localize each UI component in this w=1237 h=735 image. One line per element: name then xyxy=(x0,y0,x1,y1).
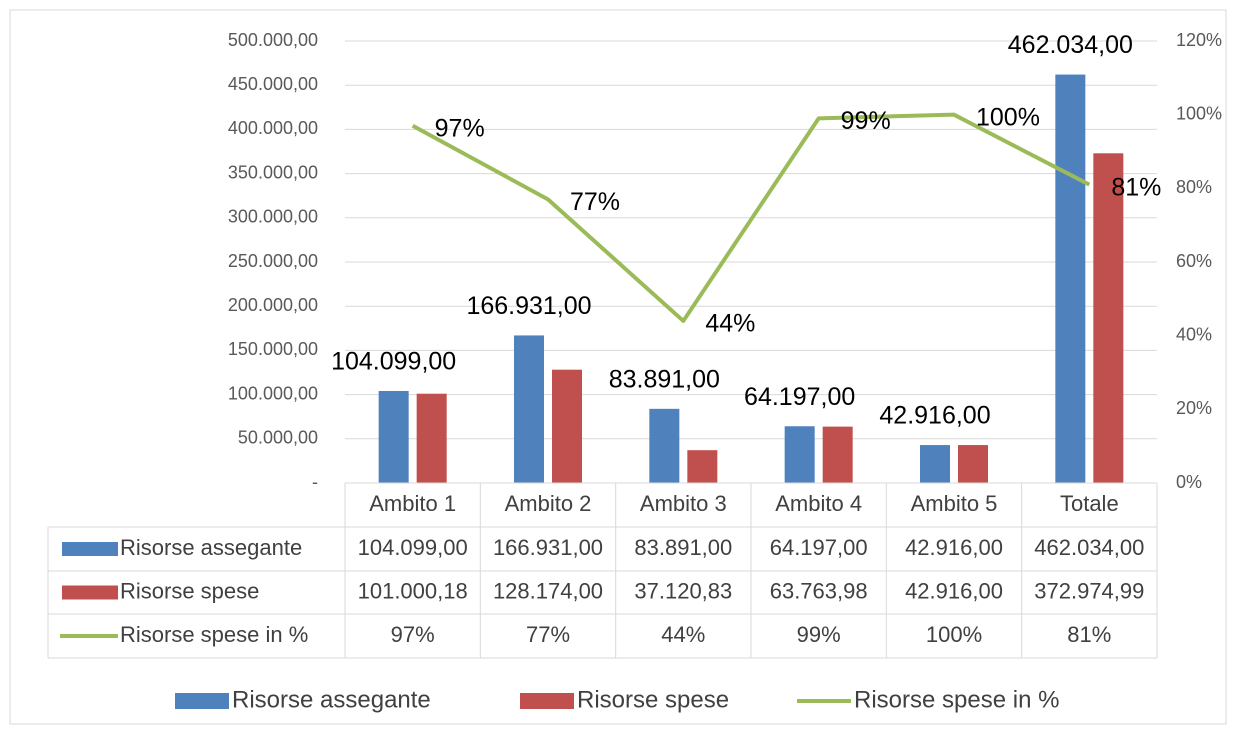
table-row-label: Risorse spese xyxy=(120,578,259,603)
table-cell: 104.099,00 xyxy=(358,535,468,560)
legend-key xyxy=(175,693,229,709)
table-cell: 99% xyxy=(797,622,841,647)
table-cell: 77% xyxy=(526,622,570,647)
table-key xyxy=(62,585,118,600)
y-tick-label: 100.000,00 xyxy=(228,383,318,403)
table-row-label: Risorse spese in % xyxy=(120,622,308,647)
y-tick-label: 200.000,00 xyxy=(228,295,318,315)
legend-key xyxy=(520,693,574,709)
y2-tick-label: 40% xyxy=(1176,324,1212,344)
y-tick-label: 50.000,00 xyxy=(238,428,318,448)
y-tick-label: 150.000,00 xyxy=(228,339,318,359)
y-tick-label: 500.000,00 xyxy=(228,30,318,50)
bar xyxy=(1093,153,1124,484)
legend-label: Risorse spese in % xyxy=(854,686,1059,713)
bar xyxy=(1055,74,1086,483)
data-label: 462.034,00 xyxy=(1008,31,1133,59)
data-label: 99% xyxy=(841,107,891,135)
bar xyxy=(378,390,409,483)
chart-frame xyxy=(9,9,1227,725)
table-cell: 83.891,00 xyxy=(634,535,732,560)
table-cell: 63.763,98 xyxy=(770,578,868,603)
table-cell: 372.974,99 xyxy=(1034,578,1144,603)
table-cell: 81% xyxy=(1067,622,1111,647)
y2-tick-label: 80% xyxy=(1176,177,1212,197)
y-tick-label: 300.000,00 xyxy=(228,207,318,227)
bar xyxy=(687,450,718,483)
line-series xyxy=(411,112,1091,323)
y2-tick-label: 0% xyxy=(1176,472,1202,492)
bar xyxy=(958,445,988,483)
table-cell: 42.916,00 xyxy=(905,535,1003,560)
x-tick-label: Totale xyxy=(1060,491,1119,516)
data-label: 42.916,00 xyxy=(879,402,990,430)
x-tick-label: Ambito 5 xyxy=(911,491,998,516)
bar xyxy=(514,335,544,483)
data-label: 81% xyxy=(1111,173,1161,201)
y2-tick-label: 120% xyxy=(1176,30,1222,50)
table-cell: 37.120,83 xyxy=(634,578,732,603)
y-tick-label: 350.000,00 xyxy=(228,162,318,182)
x-tick-label: Ambito 3 xyxy=(640,491,727,516)
y2-tick-label: 100% xyxy=(1176,103,1222,123)
x-tick-label: Ambito 4 xyxy=(775,491,862,516)
x-tick-label: Ambito 1 xyxy=(369,491,456,516)
y-tick-label: 400.000,00 xyxy=(228,118,318,138)
y-tick-label: 250.000,00 xyxy=(228,251,318,271)
table-key xyxy=(62,542,118,556)
table-cell: 64.197,00 xyxy=(770,535,868,560)
table-cell: 97% xyxy=(391,622,435,647)
data-label: 104.099,00 xyxy=(331,348,456,376)
table-cell: 166.931,00 xyxy=(493,535,603,560)
table-cell: 44% xyxy=(661,622,705,647)
table-cell: 462.034,00 xyxy=(1034,535,1144,560)
data-label: 97% xyxy=(435,114,485,142)
bar xyxy=(920,445,950,483)
table-cell: 128.174,00 xyxy=(493,578,603,603)
y-tick-label: 450.000,00 xyxy=(228,74,318,94)
bar xyxy=(784,426,815,483)
data-label: 64.197,00 xyxy=(744,383,855,411)
table-cell: 101.000,18 xyxy=(358,578,468,603)
data-label: 83.891,00 xyxy=(609,365,720,393)
y2-tick-label: 20% xyxy=(1176,398,1212,418)
data-label: 100% xyxy=(976,103,1040,131)
data-label: 77% xyxy=(570,188,620,216)
data-label: 44% xyxy=(705,310,755,338)
x-tick-label: Ambito 2 xyxy=(505,491,592,516)
data-label: 166.931,00 xyxy=(466,292,591,320)
table-row-label: Risorse assegante xyxy=(120,535,302,560)
bar xyxy=(822,426,853,483)
table-cell: 42.916,00 xyxy=(905,578,1003,603)
table-cell: 100% xyxy=(926,622,982,647)
y2-tick-label: 60% xyxy=(1176,251,1212,271)
legend-label: Risorse spese xyxy=(577,686,729,713)
bar xyxy=(416,393,447,483)
bar xyxy=(552,369,582,483)
y-tick-label: - xyxy=(312,472,318,492)
legend-label: Risorse assegante xyxy=(232,686,431,713)
bar xyxy=(649,408,680,483)
